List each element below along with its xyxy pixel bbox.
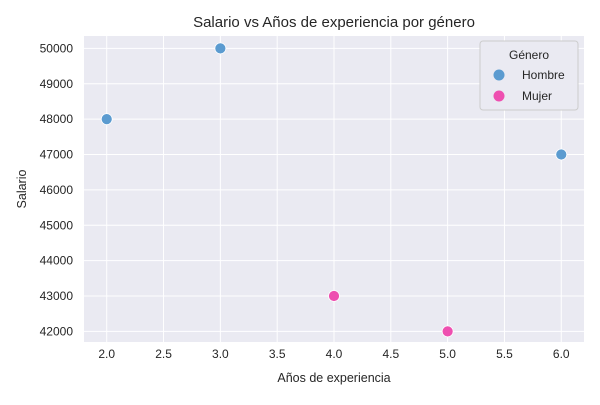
chart-title: Salario vs Años de experiencia por géner… [193, 14, 475, 31]
legend: Género Hombre Mujer [480, 41, 578, 110]
y-tick-label: 50000 [40, 41, 74, 55]
y-tick-label: 44000 [40, 254, 74, 268]
x-tick-label: 5.0 [439, 347, 456, 361]
legend-marker-hombre [494, 70, 505, 81]
x-tick-label: 3.0 [212, 347, 229, 361]
x-tick-label: 6.0 [553, 347, 570, 361]
y-axis-title: Salario [15, 170, 29, 209]
x-tick-label: 2.0 [98, 347, 115, 361]
y-tick-label: 48000 [40, 112, 74, 126]
y-tick-label: 45000 [40, 218, 74, 232]
point-hombre [215, 43, 226, 54]
y-tick-label: 49000 [40, 77, 74, 91]
y-tick-label: 43000 [40, 289, 74, 303]
legend-label-hombre: Hombre [522, 68, 565, 82]
x-axis-title: Años de experiencia [277, 371, 390, 385]
x-tick-label: 5.5 [496, 347, 513, 361]
x-tick-label: 2.5 [155, 347, 172, 361]
legend-marker-mujer [494, 91, 505, 102]
point-mujer [329, 291, 340, 302]
point-mujer [442, 326, 453, 337]
y-tick-label: 47000 [40, 148, 74, 162]
legend-title: Género [509, 48, 549, 62]
x-tick-label: 4.5 [382, 347, 399, 361]
legend-label-mujer: Mujer [522, 89, 552, 103]
y-tick-label: 46000 [40, 183, 74, 197]
y-tick-label: 42000 [40, 324, 74, 338]
point-hombre [101, 114, 112, 125]
x-tick-label: 4.0 [326, 347, 343, 361]
x-tick-label: 3.5 [269, 347, 286, 361]
point-hombre [556, 149, 567, 160]
